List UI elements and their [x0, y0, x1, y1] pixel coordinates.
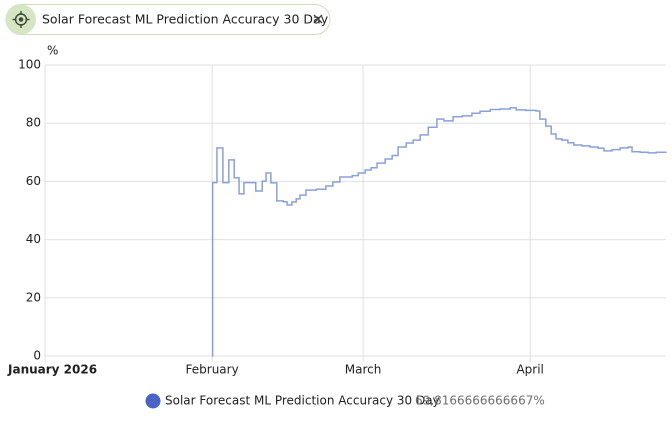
legend-value: 69,8166666666667% — [415, 394, 545, 408]
series-line — [211, 107, 667, 357]
y-tick-label: 0 — [33, 349, 41, 363]
y-tick-label: 20 — [26, 290, 41, 304]
chip-close[interactable] — [313, 14, 323, 24]
chip-icon — [12, 11, 30, 28]
x-tick-label: February — [186, 363, 239, 377]
y-tick-label: 60 — [26, 174, 41, 188]
y-tick-label: 80 — [26, 116, 41, 130]
legend-swatch — [145, 393, 161, 409]
legend-label: Solar Forecast ML Prediction Accuracy 30… — [165, 394, 440, 408]
y-tick-label: 40 — [26, 232, 41, 246]
x-tick-label: April — [516, 363, 543, 377]
chip-label: Solar Forecast ML Prediction Accuracy 30… — [42, 12, 329, 27]
x-tick-label: March — [345, 363, 382, 377]
y-tick-label: 100 — [18, 58, 41, 72]
y-axis-label: % — [47, 44, 58, 58]
x-tick-label: January 2026 — [7, 363, 97, 377]
